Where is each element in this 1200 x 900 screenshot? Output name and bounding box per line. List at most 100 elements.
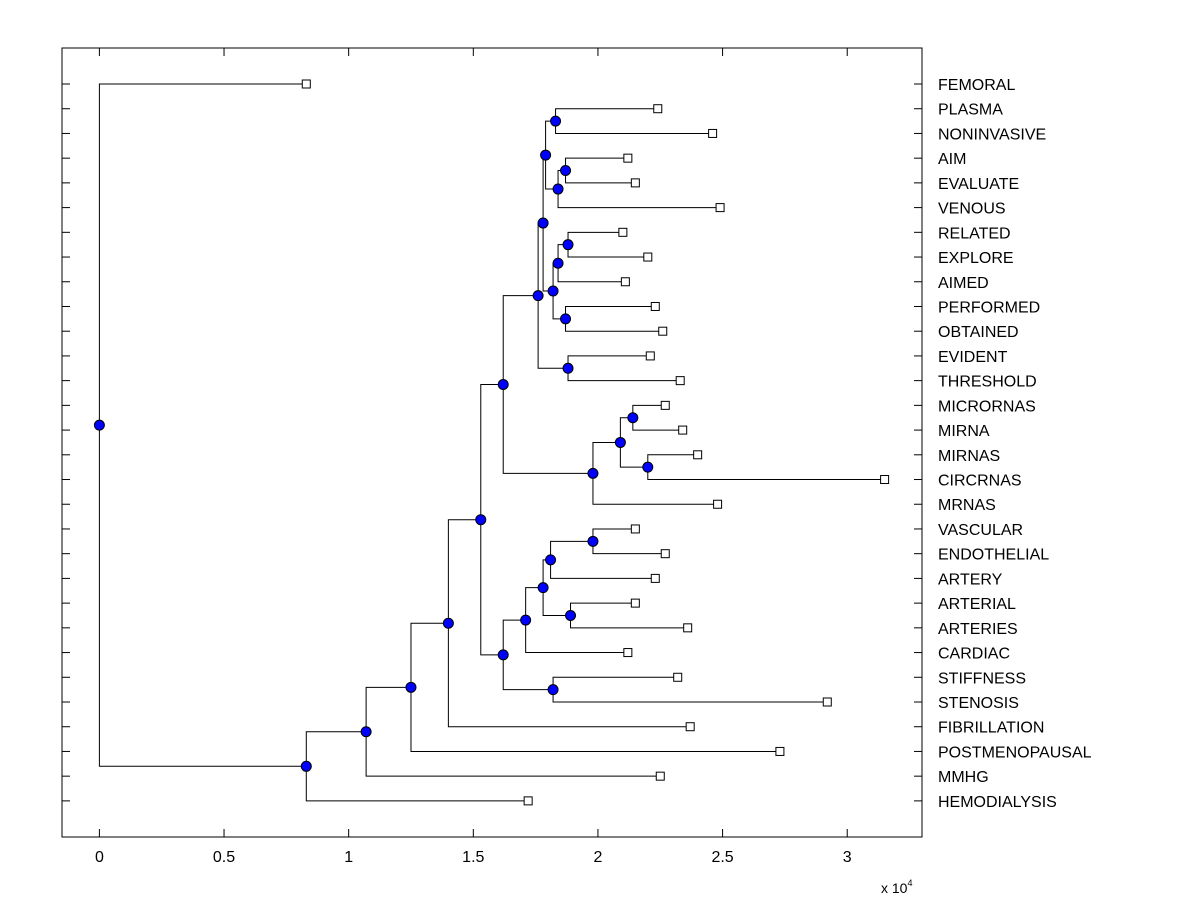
- leaf-label: CIRCRNAS: [938, 473, 1022, 490]
- leaf-marker: [301, 79, 311, 89]
- x-exponent-base: x 10: [881, 880, 908, 896]
- x-exponent-power: 4: [907, 878, 912, 888]
- leaf-marker: [683, 623, 693, 633]
- leaf-label: VENOUS: [938, 201, 1006, 218]
- x-tick-label: 0: [95, 849, 104, 866]
- node-markers: [93, 115, 654, 772]
- leaf-label: ENDOTHELIAL: [938, 547, 1049, 564]
- node-marker: [540, 149, 552, 161]
- leaf-label: AIM: [938, 151, 966, 168]
- axis-ticks: [62, 48, 922, 837]
- node-marker: [545, 554, 557, 566]
- leaf-marker: [660, 400, 670, 410]
- node-marker: [587, 467, 599, 479]
- leaf-label: ARTERIES: [938, 621, 1018, 638]
- leaf-label: FIBRILLATION: [938, 720, 1044, 737]
- node-marker: [537, 217, 549, 229]
- node-marker: [550, 115, 562, 127]
- node-marker: [565, 609, 577, 621]
- x-tick-label: 2.5: [711, 849, 733, 866]
- leaf-label: STENOSIS: [938, 695, 1019, 712]
- leaf-marker: [822, 697, 832, 707]
- x-tick-label: 3: [843, 849, 852, 866]
- leaf-label: EVALUATE: [938, 176, 1019, 193]
- leaf-label: POSTMENOPAUSAL: [938, 744, 1092, 761]
- leaf-label: THRESHOLD: [938, 374, 1037, 391]
- leaf-label: PLASMA: [938, 102, 1003, 119]
- node-marker: [537, 582, 549, 594]
- node-marker: [520, 614, 532, 626]
- node-marker: [93, 419, 105, 431]
- node-marker: [562, 239, 574, 251]
- node-marker: [614, 436, 626, 448]
- node-marker: [560, 165, 572, 177]
- leaf-marker: [685, 722, 695, 732]
- leaf-label: MIRNA: [938, 423, 990, 440]
- node-marker: [552, 183, 564, 195]
- leaf-label: ARTERY: [938, 571, 1003, 588]
- node-marker: [532, 290, 544, 302]
- x-tick-label: 2: [593, 849, 602, 866]
- leaf-marker: [643, 252, 653, 262]
- leaf-marker: [623, 153, 633, 163]
- leaf-marker: [693, 450, 703, 460]
- leaf-marker: [675, 376, 685, 386]
- leaf-label: VASCULAR: [938, 522, 1023, 539]
- leaf-label: MIRNAS: [938, 448, 1000, 465]
- leaf-marker: [775, 746, 785, 756]
- leaf-marker: [678, 425, 688, 435]
- x-tick-labels: 0 0.5 1 1.5 2 2.5 3: [95, 849, 852, 866]
- leaf-label: NONINVASIVE: [938, 126, 1046, 143]
- leaf-marker: [713, 499, 723, 509]
- leaf-label: FEMORAL: [938, 77, 1015, 94]
- leaf-marker: [655, 771, 665, 781]
- node-marker: [642, 461, 654, 473]
- node-marker: [497, 649, 509, 661]
- leaf-label: MRNAS: [938, 497, 996, 514]
- leaf-marker: [708, 128, 718, 138]
- node-marker: [547, 285, 559, 297]
- leaf-marker: [618, 227, 628, 237]
- leaf-label: MMHG: [938, 769, 989, 786]
- node-marker: [300, 760, 312, 772]
- leaf-marker: [673, 672, 683, 682]
- leaf-label: PERFORMED: [938, 299, 1040, 316]
- node-marker: [360, 726, 372, 738]
- leaf-label: OBTAINED: [938, 324, 1019, 341]
- leaf-label: CARDIAC: [938, 646, 1010, 663]
- node-marker: [560, 313, 572, 325]
- leaf-marker: [650, 573, 660, 583]
- leaf-label: RELATED: [938, 225, 1011, 242]
- leaf-label: HEMODIALYSIS: [938, 794, 1057, 811]
- leaf-marker: [645, 351, 655, 361]
- plot-frame: [61, 47, 923, 838]
- leaf-label: EXPLORE: [938, 250, 1014, 267]
- node-marker: [552, 257, 564, 269]
- node-marker: [547, 684, 559, 696]
- node-marker: [562, 362, 574, 374]
- leaf-marker: [630, 178, 640, 188]
- leaf-marker: [523, 796, 533, 806]
- node-marker: [497, 379, 509, 391]
- node-marker: [587, 535, 599, 547]
- leaf-label: AIMED: [938, 275, 989, 292]
- x-tick-label: 1: [344, 849, 353, 866]
- leaf-marker: [620, 277, 630, 287]
- leaf-marker: [650, 301, 660, 311]
- leaf-marker: [880, 475, 890, 485]
- leaf-label: MICRORNAS: [938, 398, 1036, 415]
- x-tick-label: 1.5: [462, 849, 484, 866]
- leaf-label: EVIDENT: [938, 349, 1008, 366]
- node-marker: [627, 412, 639, 424]
- node-marker: [442, 617, 454, 629]
- x-exponent-label: x 104: [881, 878, 912, 896]
- node-marker: [475, 514, 487, 526]
- leaf-marker: [630, 524, 640, 534]
- leaf-markers: [301, 79, 890, 806]
- leaf-marker: [630, 598, 640, 608]
- leaf-marker: [715, 203, 725, 213]
- leaf-labels: FEMORAL PLASMA NONINVASIVE AIM EVALUATE VENOU…: [938, 77, 1092, 811]
- leaf-marker: [653, 104, 663, 114]
- leaf-label: STIFFNESS: [938, 670, 1026, 687]
